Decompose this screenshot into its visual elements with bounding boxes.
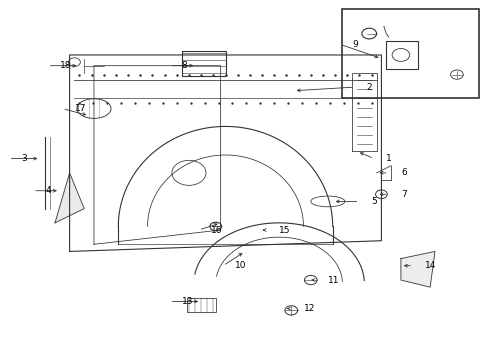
Polygon shape (55, 173, 84, 223)
Text: 18: 18 (60, 61, 72, 70)
Text: 5: 5 (372, 197, 377, 206)
Text: 14: 14 (425, 261, 437, 270)
Text: 1: 1 (386, 154, 392, 163)
Text: 16: 16 (211, 225, 222, 234)
Text: 3: 3 (21, 154, 26, 163)
Text: 2: 2 (367, 83, 372, 92)
Text: 15: 15 (279, 225, 291, 234)
Polygon shape (401, 251, 435, 287)
Text: 12: 12 (303, 304, 315, 313)
Text: 9: 9 (352, 40, 358, 49)
Text: 7: 7 (401, 190, 407, 199)
Text: 4: 4 (45, 186, 51, 195)
Bar (386, 41, 418, 69)
Bar (182, 51, 225, 76)
Text: 6: 6 (401, 168, 407, 177)
Text: 17: 17 (74, 104, 86, 113)
Text: 13: 13 (182, 297, 193, 306)
Text: 10: 10 (235, 261, 247, 270)
Bar (187, 298, 216, 312)
Text: 11: 11 (328, 275, 340, 284)
Text: 8: 8 (182, 61, 187, 70)
Bar (343, 9, 479, 98)
